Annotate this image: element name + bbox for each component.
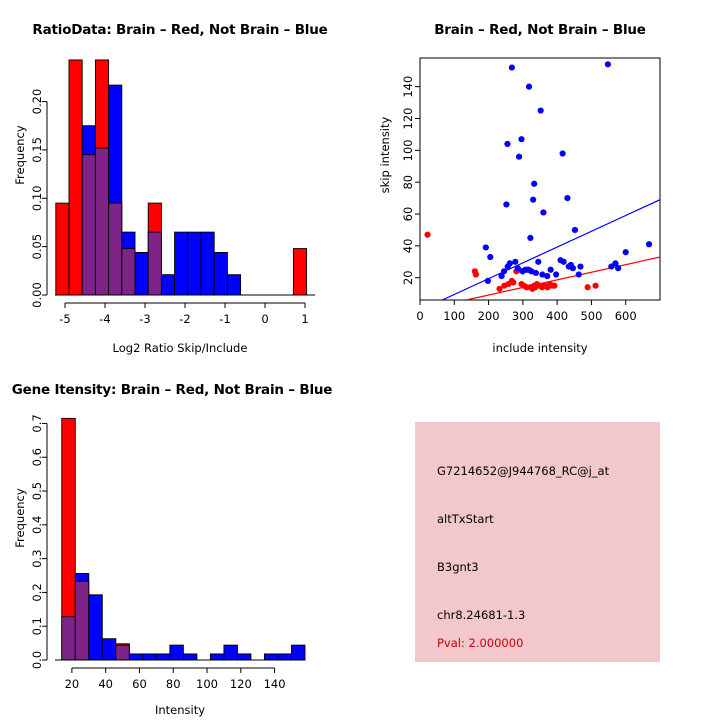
ratio-histogram-bars xyxy=(55,59,308,296)
svg-text:200: 200 xyxy=(478,309,500,323)
scatter-axes: 0 100 200 300 400 500 600 20 40 60 80 100 120 140 xyxy=(401,57,661,323)
svg-text:0.6: 0.6 xyxy=(30,448,44,466)
panel-gene-intensity-histogram: Gene Itensity: Brain – Red, Not Brain – … xyxy=(0,360,360,720)
svg-text:-5: -5 xyxy=(59,312,70,326)
ratio-histogram-svg: 0.00 0.05 0.10 0.15 0.20 -5 -4 -3 -2 -1 0 1 xyxy=(30,59,315,326)
svg-text:20: 20 xyxy=(65,677,80,691)
svg-text:0.5: 0.5 xyxy=(30,482,44,500)
svg-text:0.1: 0.1 xyxy=(30,617,44,635)
svg-text:500: 500 xyxy=(580,309,602,323)
scatter-svg: 0 100 200 300 400 500 600 20 40 60 80 100 120 140 xyxy=(401,57,661,323)
panel-ratio-histogram: RatioData: Brain – Red, Not Brain – Blue… xyxy=(0,0,360,360)
pval-text: Pval: 2.000000 xyxy=(437,636,524,650)
scatter-ylabel: skip intensity xyxy=(378,116,392,194)
svg-text:0.10: 0.10 xyxy=(30,185,44,211)
svg-text:600: 600 xyxy=(615,309,637,323)
svg-text:60: 60 xyxy=(401,207,415,222)
svg-text:-4: -4 xyxy=(99,312,110,326)
gene-symbol-text: B3gnt3 xyxy=(437,560,479,574)
svg-text:80: 80 xyxy=(401,175,415,190)
svg-text:400: 400 xyxy=(546,309,568,323)
svg-text:0: 0 xyxy=(261,312,268,326)
svg-text:140: 140 xyxy=(401,76,415,98)
scatter-points xyxy=(424,61,653,292)
ratio-histogram-title: RatioData: Brain – Red, Not Brain – Blue xyxy=(32,22,328,38)
ratio-histogram-xlabel: Log2 Ratio Skip/Include xyxy=(112,341,248,355)
event-type-text: altTxStart xyxy=(437,512,494,526)
svg-text:0.7: 0.7 xyxy=(30,414,44,432)
svg-text:0.3: 0.3 xyxy=(30,549,44,567)
svg-text:140: 140 xyxy=(264,677,286,691)
gene-histogram-bars xyxy=(61,417,306,661)
svg-text:0.20: 0.20 xyxy=(30,89,44,115)
svg-text:-1: -1 xyxy=(219,312,230,326)
gene-histogram-axes: 0.0 0.1 0.2 0.3 0.4 0.5 0.6 0.7 20 40 60 80 100 120 14… xyxy=(30,414,305,691)
svg-text:-2: -2 xyxy=(179,312,190,326)
svg-text:0.2: 0.2 xyxy=(30,583,44,601)
scatter-regression-lines xyxy=(442,199,660,300)
svg-text:40: 40 xyxy=(98,677,113,691)
scatter-title: Brain – Red, Not Brain – Blue xyxy=(434,22,646,38)
svg-text:60: 60 xyxy=(132,677,147,691)
svg-text:40: 40 xyxy=(401,239,415,254)
svg-text:100: 100 xyxy=(196,677,218,691)
gene-histogram-xlabel: Intensity xyxy=(154,703,206,717)
ratio-histogram-ylabel: Frequency xyxy=(13,125,27,185)
gene-histogram-ylabel: Frequency xyxy=(13,488,27,548)
svg-text:0.15: 0.15 xyxy=(30,137,44,163)
svg-text:100: 100 xyxy=(401,139,415,161)
ratio-histogram-axes: 0.00 0.05 0.10 0.15 0.20 -5 -4 -3 -2 -1 0 1 xyxy=(30,89,315,326)
svg-text:20: 20 xyxy=(401,270,415,285)
svg-text:0.4: 0.4 xyxy=(30,516,44,534)
svg-text:120: 120 xyxy=(230,677,252,691)
svg-text:0.00: 0.00 xyxy=(30,282,44,308)
probe-id-text: G7214652@J944768_RC@j_at xyxy=(437,464,610,478)
svg-text:0.0: 0.0 xyxy=(30,651,44,669)
svg-text:0: 0 xyxy=(416,309,423,323)
gene-histogram-title: Gene Itensity: Brain – Red, Not Brain – … xyxy=(11,382,333,398)
svg-text:1: 1 xyxy=(301,312,308,326)
probe-info-box: G7214652@J944768_RC@j_at altTxStart B3gn… xyxy=(415,422,660,662)
svg-text:120: 120 xyxy=(401,108,415,130)
svg-text:100: 100 xyxy=(443,309,465,323)
panel-probe-info: G7214652@J944768_RC@j_at altTxStart B3gn… xyxy=(360,360,720,720)
panel-intensity-scatter: Brain – Red, Not Brain – Blue 0 100 200 300… xyxy=(360,0,720,360)
svg-text:-3: -3 xyxy=(139,312,150,326)
svg-text:80: 80 xyxy=(166,677,181,691)
scatter-xlabel: include intensity xyxy=(492,341,588,355)
locus-text: chr8.24681-1.3 xyxy=(437,608,526,622)
svg-text:300: 300 xyxy=(512,309,534,323)
gene-histogram-svg: 0.0 0.1 0.2 0.3 0.4 0.5 0.6 0.7 20 40 60 80 100 120 14… xyxy=(30,414,306,691)
svg-text:0.05: 0.05 xyxy=(30,234,44,260)
